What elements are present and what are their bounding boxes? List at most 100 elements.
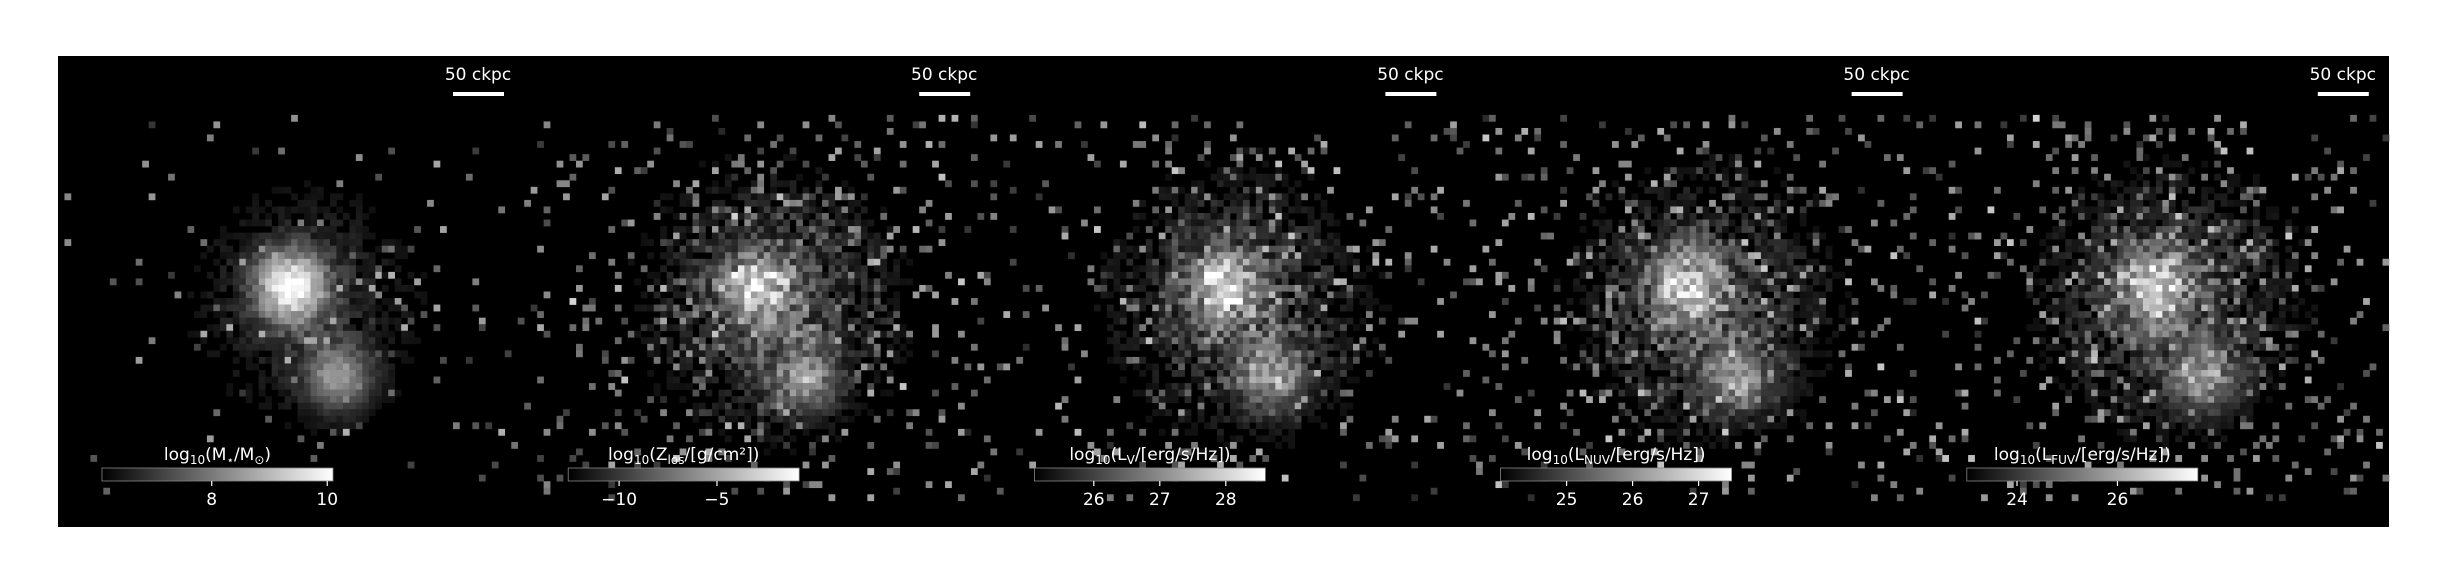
- pixel: [1793, 252, 1800, 259]
- pixel: [1243, 265, 1250, 272]
- pixel: [1282, 422, 1289, 429]
- pixel: [1385, 357, 1392, 364]
- pixel: [1217, 278, 1224, 285]
- pixel: [1314, 396, 1321, 403]
- pixel: [401, 252, 408, 259]
- pixel: [738, 265, 745, 272]
- pixel: [1670, 121, 1677, 128]
- pixel: [731, 265, 738, 272]
- pixel: [1735, 422, 1742, 429]
- pixel: [1301, 390, 1308, 397]
- pixel: [317, 377, 324, 384]
- pixel: [1003, 363, 1010, 370]
- pixel: [1767, 331, 1774, 338]
- pixel: [1683, 252, 1690, 259]
- pixel: [1282, 331, 1289, 338]
- pixel: [867, 350, 874, 357]
- pixel: [1249, 363, 1256, 370]
- pixel: [809, 278, 816, 285]
- colorbar: [1034, 468, 1265, 481]
- pixel: [1593, 331, 1600, 338]
- pixel: [1359, 220, 1366, 227]
- pixel: [1748, 285, 1755, 292]
- pixel: [654, 383, 661, 390]
- pixel: [336, 429, 343, 436]
- pixel: [1288, 344, 1295, 351]
- pixel: [1683, 350, 1690, 357]
- pixel: [790, 377, 797, 384]
- pixel: [803, 265, 810, 272]
- pixel: [738, 292, 745, 299]
- pixel: [744, 135, 751, 142]
- pixel: [1146, 278, 1153, 285]
- pixel: [945, 481, 952, 488]
- pixel: [816, 383, 823, 390]
- pixel: [1282, 180, 1289, 187]
- pixel: [887, 344, 894, 351]
- pixel: [725, 278, 732, 285]
- pixel: [673, 292, 680, 299]
- pixel: [919, 206, 926, 213]
- pixel: [1191, 246, 1198, 253]
- pixel: [1224, 193, 1231, 200]
- pixel: [1224, 220, 1231, 227]
- pixel: [252, 200, 259, 207]
- pixel: [1236, 337, 1243, 344]
- pixel: [1204, 350, 1211, 357]
- pixel: [259, 390, 266, 397]
- pixel: [699, 357, 706, 364]
- pixel: [1774, 363, 1781, 370]
- pixel: [233, 357, 240, 364]
- pixel: [1780, 305, 1787, 312]
- pixel: [1191, 422, 1198, 429]
- pixel: [770, 285, 777, 292]
- pixel: [699, 337, 706, 344]
- pixel: [1599, 259, 1606, 266]
- pixel: [311, 292, 318, 299]
- pixel: [1625, 298, 1632, 305]
- pixel: [667, 298, 674, 305]
- pixel: [1288, 422, 1295, 429]
- pixel: [1709, 357, 1716, 364]
- pixel: [1314, 390, 1321, 397]
- pixel: [246, 337, 253, 344]
- pixel: [233, 206, 240, 213]
- pixel: [1813, 200, 1820, 207]
- pixel: [1677, 337, 1684, 344]
- pixel: [939, 226, 946, 233]
- pixel: [336, 298, 343, 305]
- pixel: [349, 337, 356, 344]
- pixel: [1126, 344, 1133, 351]
- pixel: [965, 226, 972, 233]
- pixel: [272, 350, 279, 357]
- pixel: [1780, 200, 1787, 207]
- pixel: [880, 278, 887, 285]
- pixel: [1321, 200, 1328, 207]
- pixel: [1379, 318, 1386, 325]
- pixel: [1262, 422, 1269, 429]
- pixel: [246, 311, 253, 318]
- pixel: [1347, 403, 1354, 410]
- pixel: [1657, 298, 1664, 305]
- pixel: [874, 265, 881, 272]
- pixel: [1275, 396, 1282, 403]
- pixel: [343, 377, 350, 384]
- pixel: [1754, 206, 1761, 213]
- pixel: [1269, 285, 1276, 292]
- pixel: [1262, 390, 1269, 397]
- pixel: [1107, 265, 1114, 272]
- pixel: [1334, 233, 1341, 240]
- pixel: [1172, 135, 1179, 142]
- pixel: [1359, 318, 1366, 325]
- pixel: [1010, 226, 1017, 233]
- pixel: [1819, 292, 1826, 299]
- pixel: [1269, 226, 1276, 233]
- pixel: [1631, 298, 1638, 305]
- pixel: [349, 422, 356, 429]
- pixel: [1133, 331, 1140, 338]
- pixel: [809, 206, 816, 213]
- pixel: [265, 239, 272, 246]
- pixel: [1586, 357, 1593, 364]
- pixel: [1787, 187, 1794, 194]
- pixel: [252, 350, 259, 357]
